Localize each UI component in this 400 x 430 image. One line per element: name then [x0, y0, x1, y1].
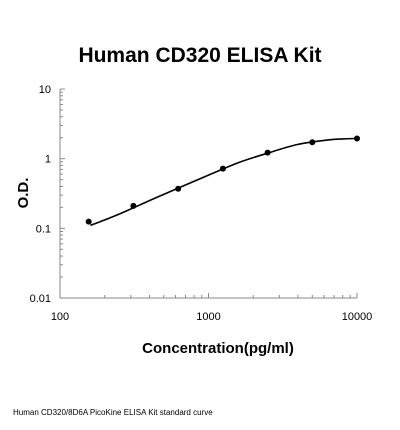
fit-curve [90, 137, 358, 227]
y-tick-label: 1 [45, 154, 51, 166]
data-point [264, 149, 271, 156]
data-point [175, 185, 182, 192]
y-tick-label: 0.01 [30, 293, 51, 305]
y-tick-label: 10 [39, 84, 51, 96]
axes [59, 89, 357, 299]
data-point [85, 218, 92, 225]
data-point [219, 165, 226, 172]
y-axis-label: O.D. [15, 178, 32, 209]
x-tick-label: 1000 [196, 311, 220, 323]
data-point [130, 202, 137, 209]
chart-title: Human CD320 ELISA Kit [78, 44, 322, 67]
data-points [85, 135, 360, 225]
data-point [309, 139, 316, 146]
x-tick-label: 100 [51, 311, 69, 323]
y-tick-label: 0.1 [36, 223, 51, 235]
fit-curve-group [90, 137, 358, 227]
footer-caption: Human CD320/8D6A PicoKine ELISA Kit stan… [13, 408, 213, 417]
x-tick-label: 10000 [342, 311, 373, 323]
data-point [354, 135, 360, 142]
x-axis-label: Concentration(pg/ml) [142, 340, 294, 357]
